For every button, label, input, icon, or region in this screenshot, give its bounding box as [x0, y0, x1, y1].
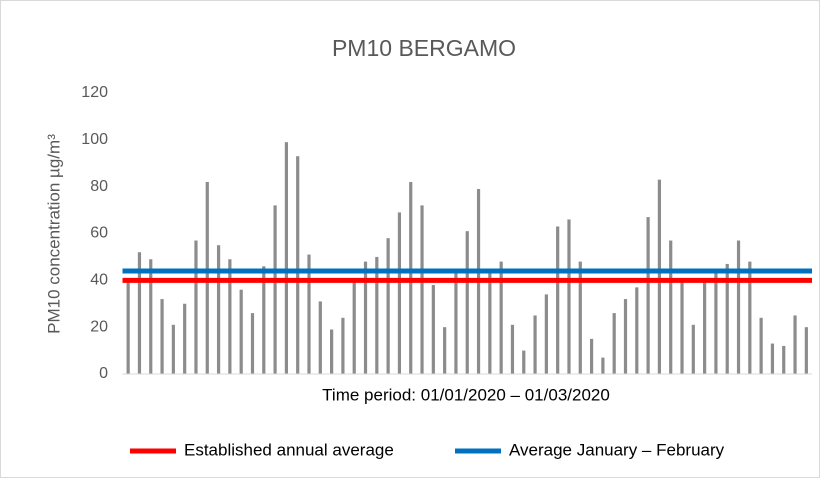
- bar: [770, 343, 775, 374]
- bar: [725, 263, 729, 374]
- chart-title: PM10 BERGAMO: [332, 35, 516, 61]
- bar: [126, 280, 130, 374]
- bar: [160, 299, 164, 374]
- bar: [443, 327, 447, 374]
- bar: [510, 324, 515, 374]
- legend-label: Average January – February: [509, 440, 725, 459]
- bar: [137, 252, 142, 374]
- bar: [703, 280, 707, 374]
- y-tick-label: 100: [81, 131, 108, 148]
- bar: [714, 270, 718, 374]
- bar: [296, 156, 300, 374]
- bar: [228, 259, 232, 374]
- y-tick-label: 120: [81, 84, 108, 101]
- bar: [397, 212, 402, 374]
- y-axis-label: PM10 concentration µg/m³: [44, 134, 63, 334]
- bar: [736, 240, 741, 374]
- bar: [420, 205, 424, 374]
- bar: [544, 294, 548, 374]
- bar: [330, 329, 334, 374]
- bar: [748, 261, 752, 374]
- bar: [567, 219, 571, 374]
- x-axis-label: Time period: 01/01/2020 – 01/03/2020: [322, 385, 610, 404]
- bar: [216, 245, 221, 374]
- bar: [307, 254, 311, 374]
- bar: [533, 315, 537, 374]
- bar: [691, 324, 695, 374]
- bar: [556, 226, 560, 374]
- bar: [589, 338, 594, 374]
- bar: [318, 301, 322, 374]
- bar: [782, 345, 786, 374]
- bar: [488, 268, 492, 374]
- bar: [646, 217, 650, 374]
- bar: [375, 256, 379, 374]
- y-tick-label: 60: [90, 225, 108, 242]
- bar: [239, 289, 243, 374]
- bar: [341, 317, 345, 374]
- bar: [669, 240, 673, 374]
- bar: [431, 285, 435, 374]
- y-tick-label: 80: [90, 178, 108, 195]
- bar: [386, 238, 390, 374]
- bar: [793, 315, 797, 374]
- bar: [522, 350, 526, 374]
- bar: [352, 280, 356, 374]
- y-tick-label: 20: [90, 318, 108, 335]
- bar: [465, 231, 469, 374]
- bar: [284, 142, 288, 374]
- bar: [804, 327, 808, 374]
- bar: [262, 266, 266, 374]
- y-tick-label: 0: [99, 365, 108, 382]
- bar: [601, 357, 605, 374]
- bar: [578, 261, 582, 374]
- legend-label: Established annual average: [184, 440, 394, 459]
- bar: [183, 303, 187, 374]
- bar: [454, 270, 458, 374]
- bar: [680, 280, 684, 374]
- bar: [194, 240, 198, 374]
- bar: [149, 259, 153, 374]
- bar: [635, 287, 639, 374]
- bar: [612, 313, 616, 374]
- bar: [250, 313, 255, 374]
- bar: [623, 299, 628, 374]
- bar: [499, 261, 503, 374]
- y-tick-label: 40: [90, 272, 108, 289]
- bar: [363, 261, 368, 374]
- bar: [759, 317, 763, 374]
- bar: [273, 205, 277, 374]
- bar: [657, 179, 662, 374]
- bar: [171, 324, 175, 374]
